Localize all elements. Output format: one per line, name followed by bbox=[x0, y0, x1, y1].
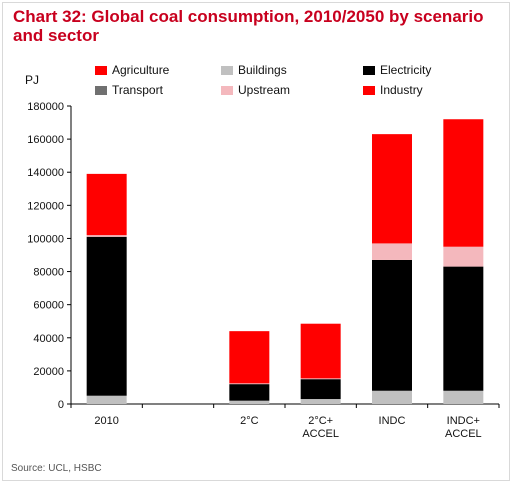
y-tick-label: 0 bbox=[58, 399, 64, 411]
x-tick-label: 2010 bbox=[94, 415, 119, 427]
legend-swatch bbox=[221, 85, 233, 95]
x-tick-label: 2°C bbox=[240, 415, 259, 427]
bar-segment-industry bbox=[372, 134, 412, 244]
legend-item: Transport bbox=[95, 83, 163, 97]
y-axis-unit: PJ bbox=[25, 73, 40, 87]
legend-item: Buildings bbox=[221, 63, 287, 77]
y-tick-label: 40000 bbox=[33, 333, 64, 345]
legend-swatch bbox=[95, 85, 107, 95]
bar-segment-electricity bbox=[372, 259, 412, 391]
legend-label: Electricity bbox=[380, 63, 432, 77]
legend-label: Industry bbox=[380, 83, 423, 97]
bar-segment-industry bbox=[229, 331, 270, 384]
bar-segment-buildings bbox=[86, 395, 127, 404]
bar-segment-electricity bbox=[229, 384, 270, 401]
bar-segment-upstream bbox=[86, 235, 127, 237]
bar-segment-buildings bbox=[372, 390, 412, 404]
bar-segment-industry bbox=[300, 323, 341, 379]
bar-segment-upstream bbox=[372, 243, 412, 260]
legend-label: Upstream bbox=[238, 83, 291, 97]
bar-segment-electricity bbox=[300, 379, 341, 400]
y-tick-label: 20000 bbox=[33, 366, 64, 378]
legend-swatch bbox=[95, 65, 107, 75]
chart-title: Chart 32: Global coal consumption, 2010/… bbox=[13, 7, 484, 45]
y-tick-label: 160000 bbox=[27, 134, 64, 146]
chart-legend: Agriculture Buildings Electricity Transport… bbox=[3, 3, 511, 103]
y-tick-label: 180000 bbox=[27, 101, 64, 113]
legend-swatch bbox=[221, 65, 233, 75]
y-tick-label: 60000 bbox=[33, 300, 64, 312]
bar-segment-buildings bbox=[443, 390, 484, 404]
bar-segment-buildings bbox=[229, 400, 270, 404]
legend-label: Buildings bbox=[238, 63, 287, 77]
y-tick-label: 120000 bbox=[27, 200, 64, 212]
bar-segment-upstream bbox=[300, 378, 341, 380]
chart-frame: Chart 32: Global coal consumption, 2010/… bbox=[2, 2, 510, 481]
legend-label: Transport bbox=[112, 83, 163, 97]
bar-segment-upstream bbox=[443, 246, 484, 267]
bar-segment-buildings bbox=[300, 399, 341, 404]
legend-swatch bbox=[363, 85, 375, 95]
bar-segment-industry bbox=[443, 119, 484, 247]
x-tick-label: INDC+ ACCEL bbox=[444, 415, 482, 440]
x-tick-label: 2°C+ ACCEL bbox=[302, 415, 339, 440]
legend-item: Agriculture bbox=[95, 63, 169, 77]
bar-chart: 0 20000 40000 60000 80000 100000 120000 140000 1… bbox=[27, 101, 500, 411]
bar-segment-industry bbox=[86, 173, 127, 236]
y-tick-label: 100000 bbox=[27, 233, 64, 245]
x-tick-label: INDC bbox=[378, 415, 406, 427]
y-tick-label: 140000 bbox=[27, 167, 64, 179]
legend-item: Industry bbox=[363, 83, 423, 97]
legend-item: Electricity bbox=[363, 63, 431, 77]
legend-item: Upstream bbox=[221, 83, 290, 97]
bar-segment-electricity bbox=[443, 266, 484, 391]
source-note: Source: UCL, HSBC bbox=[11, 463, 102, 474]
bar-segment-electricity bbox=[86, 236, 127, 396]
bar-segment-upstream bbox=[229, 383, 270, 385]
legend-swatch bbox=[363, 65, 375, 75]
y-tick-label: 80000 bbox=[33, 267, 64, 279]
legend-label: Agriculture bbox=[112, 63, 170, 77]
